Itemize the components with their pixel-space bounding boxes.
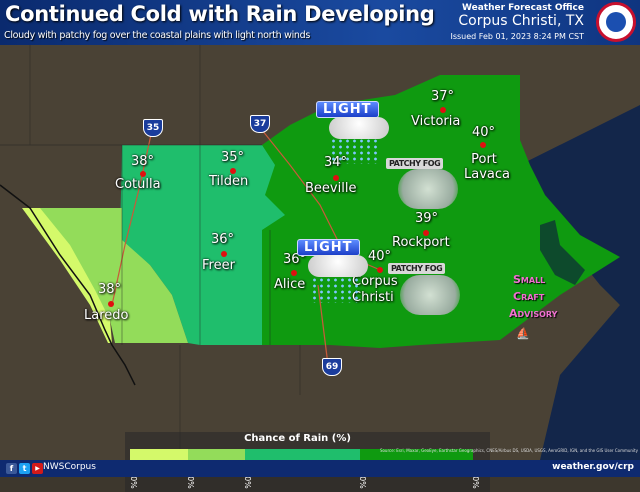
issued-time: Issued Feb 01, 2023 8:24 PM CST (450, 32, 584, 41)
rain-30-40-area (28, 208, 188, 343)
city-dot (423, 230, 429, 236)
subtitle: Cloudy with patchy fog over the coastal … (4, 30, 311, 41)
raindrops-icon (330, 138, 380, 164)
city-name: Laredo (84, 308, 129, 323)
office-label: Weather Forecast Office (461, 3, 584, 13)
city-temp: 36° (283, 252, 307, 267)
city-temp: 38° (131, 154, 155, 169)
interstate-35-shield: 35 (143, 119, 163, 137)
sailboat-icon: ⛵ (516, 327, 530, 340)
office-city: Corpus Christi, TX (458, 13, 584, 29)
city-temp: 36° (211, 232, 235, 247)
advisory-line: Craft (513, 290, 545, 303)
city-dot (377, 267, 383, 273)
raindrops-icon (311, 277, 361, 303)
city-temp: 39° (415, 211, 439, 226)
city-temp: 40° (472, 125, 496, 140)
city-dot (291, 270, 297, 276)
county-lines (0, 45, 301, 460)
interstate-37-shield: 37 (250, 115, 270, 133)
city-dot (108, 301, 114, 307)
interstate-69-shield: 69 (322, 358, 342, 376)
fog-cloud-icon (400, 275, 460, 315)
city-temp: 38° (98, 282, 122, 297)
city-dot (333, 175, 339, 181)
city-temp: 40° (368, 249, 392, 264)
city-name: Tilden (209, 174, 249, 189)
legend-title: Chance of Rain (%) (244, 433, 351, 444)
footer: f t ▶ NWSCorpus weather.gov/crp (0, 460, 640, 477)
city-name: Victoria (411, 114, 461, 129)
website-link[interactable]: weather.gov/crp (552, 462, 634, 472)
city-temp: 37° (431, 89, 455, 104)
city-name: Freer (202, 258, 235, 273)
city-name: Beeville (305, 181, 357, 196)
city-name: Port Lavaca (464, 152, 510, 182)
small-craft-advisory: Small Craft Advisory (509, 271, 557, 322)
marine-hazard-zone (540, 220, 585, 285)
ocean-gulf (520, 105, 640, 460)
city-dot (230, 168, 236, 174)
patchy-fog-badge: PATCHY FOG (386, 158, 444, 169)
city-name: Corpus Christi (352, 274, 398, 305)
forecast-map: 35 37 69 37° Victoria 40° Port Lavaca 34… (0, 45, 640, 492)
rain-cloud-icon (329, 117, 389, 139)
city-name: Rockport (392, 235, 450, 250)
advisory-line: Advisory (509, 307, 558, 320)
light-rain-badge: LIGHT (316, 101, 379, 118)
advisory-line: Small (513, 273, 546, 286)
city-dot (221, 251, 227, 257)
city-name: Cotulla (115, 177, 161, 192)
city-dot (480, 142, 486, 148)
city-temp: 35° (221, 150, 245, 165)
city-dot (440, 107, 446, 113)
facebook-icon[interactable]: f (6, 463, 17, 474)
page-title: Continued Cold with Rain Developing (5, 2, 435, 26)
twitter-icon[interactable]: t (19, 463, 30, 474)
light-rain-badge: LIGHT (297, 239, 360, 256)
nws-logo (596, 2, 636, 42)
interstate-35-line (111, 129, 153, 306)
map-source-credit: Source: Esri, Maxar, GeoEye, Earthstar G… (379, 448, 638, 453)
fog-cloud-icon (398, 169, 458, 209)
rain-40-60-area (120, 145, 285, 345)
header: Continued Cold with Rain Developing Clou… (0, 0, 640, 45)
rio-grande-border (0, 184, 136, 386)
patchy-fog-badge: PATCHY FOG (388, 263, 446, 274)
rain-cloud-icon (308, 255, 368, 277)
rain-20-30-area (22, 208, 112, 343)
youtube-icon[interactable]: ▶ (32, 463, 43, 474)
social-handle: NWSCorpus (43, 462, 96, 472)
city-name: Alice (274, 277, 306, 292)
city-dot (140, 171, 146, 177)
